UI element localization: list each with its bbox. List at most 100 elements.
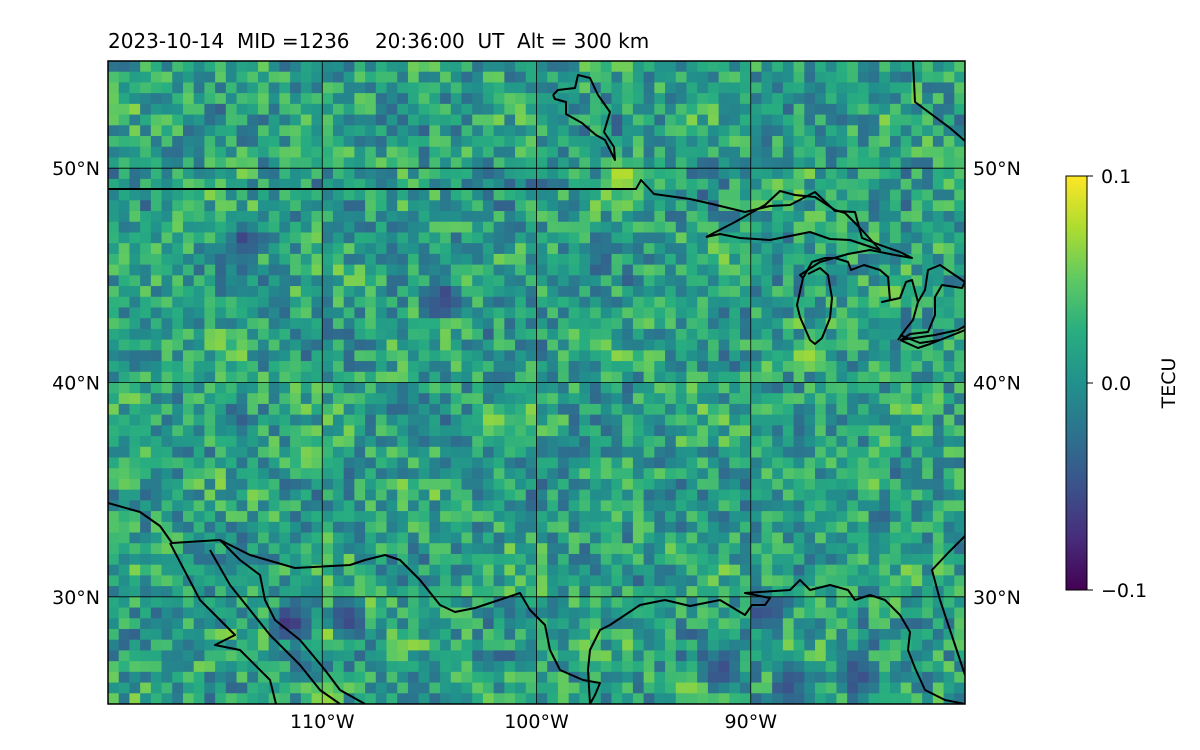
- heatmap-cell: [161, 543, 173, 555]
- heatmap-cell: [761, 543, 773, 555]
- heatmap-cell: [493, 414, 505, 426]
- heatmap-cell: [547, 382, 559, 394]
- heatmap-cell: [161, 682, 173, 694]
- heatmap-cell: [493, 500, 505, 512]
- heatmap-cell: [504, 61, 516, 73]
- heatmap-cell: [450, 575, 463, 587]
- heatmap-cell: [365, 103, 377, 116]
- heatmap-cell: [782, 425, 795, 437]
- heatmap-cell: [440, 275, 452, 287]
- heatmap-cell: [900, 511, 913, 523]
- heatmap-cell: [740, 693, 752, 704]
- heatmap-cell: [782, 350, 795, 362]
- heatmap-cell: [407, 296, 420, 309]
- heatmap-cell: [954, 61, 965, 73]
- heatmap-cell: [525, 607, 538, 619]
- heatmap-cell: [900, 639, 913, 652]
- heatmap-cell: [418, 478, 430, 491]
- heatmap-cell: [129, 189, 141, 201]
- heatmap-cell: [922, 607, 934, 619]
- heatmap-cell: [450, 639, 463, 652]
- heatmap-cell: [290, 661, 302, 673]
- heatmap-cell: [322, 339, 334, 351]
- heatmap-cell: [418, 157, 430, 169]
- heatmap-cell: [268, 350, 280, 362]
- heatmap-cell: [440, 328, 452, 341]
- heatmap-cell: [365, 82, 377, 94]
- heatmap-cell: [461, 661, 473, 673]
- heatmap-cell: [525, 211, 538, 223]
- heatmap-cell: [911, 168, 923, 180]
- heatmap-cell: [825, 243, 838, 255]
- heatmap-cell: [793, 136, 805, 148]
- heatmap-cell: [257, 61, 270, 73]
- heatmap-cell: [675, 286, 688, 298]
- heatmap-cell: [311, 403, 323, 416]
- heatmap-cell: [568, 553, 580, 566]
- heatmap-cell: [740, 264, 752, 276]
- heatmap-cell: [665, 650, 677, 662]
- heatmap-cell: [525, 114, 538, 126]
- heatmap-cell: [461, 468, 473, 480]
- heatmap-cell: [108, 275, 120, 287]
- heatmap-cell: [182, 61, 195, 73]
- heatmap-cell: [515, 661, 527, 673]
- heatmap-cell: [579, 661, 591, 673]
- heatmap-cell: [311, 682, 323, 694]
- heatmap-cell: [204, 232, 216, 244]
- heatmap-cell: [257, 93, 270, 105]
- heatmap-cell: [215, 682, 227, 694]
- heatmap-cell: [504, 521, 516, 534]
- heatmap-cell: [675, 575, 688, 587]
- heatmap-cell: [600, 264, 613, 276]
- heatmap-cell: [932, 168, 945, 180]
- heatmap-cell: [482, 178, 495, 191]
- heatmap-cell: [793, 543, 805, 555]
- heatmap-cell: [193, 253, 206, 266]
- heatmap-cell: [600, 511, 613, 523]
- heatmap-cell: [675, 521, 688, 534]
- heatmap-cell: [225, 446, 238, 459]
- heatmap-cell: [922, 200, 934, 212]
- heatmap-cell: [375, 403, 388, 416]
- heatmap-cell: [279, 103, 291, 116]
- heatmap-cell: [118, 521, 131, 534]
- heatmap-cell: [193, 296, 206, 309]
- heatmap-cell: [365, 586, 377, 598]
- heatmap-cell: [150, 393, 163, 405]
- heatmap-cell: [654, 425, 666, 437]
- heatmap-cell: [825, 500, 838, 512]
- heatmap-cell: [697, 553, 709, 566]
- heatmap-cell: [665, 403, 677, 416]
- heatmap-cell: [857, 318, 870, 330]
- heatmap-cell: [825, 350, 838, 362]
- heatmap-cell: [643, 146, 655, 159]
- heatmap-cell: [772, 264, 784, 276]
- heatmap-cell: [193, 403, 206, 416]
- heatmap-cell: [300, 682, 313, 694]
- heatmap-cell: [472, 232, 484, 244]
- heatmap-cell: [557, 393, 570, 405]
- heatmap-cell: [257, 168, 270, 180]
- heatmap-cell: [236, 639, 248, 652]
- heatmap-cell: [675, 382, 688, 394]
- heatmap-cell: [932, 564, 945, 576]
- heatmap-cell: [740, 489, 752, 501]
- heatmap-cell: [129, 307, 141, 319]
- heatmap-cell: [697, 543, 709, 555]
- heatmap-cell: [365, 682, 377, 694]
- heatmap-cell: [804, 307, 816, 319]
- heatmap-cell: [675, 157, 688, 169]
- heatmap-cell: [343, 586, 355, 598]
- heatmap-cell: [461, 457, 473, 469]
- heatmap-cell: [407, 500, 420, 512]
- heatmap-cell: [772, 382, 784, 394]
- heatmap-cell: [729, 414, 741, 426]
- heatmap-cell: [493, 71, 505, 84]
- heatmap-cell: [182, 693, 195, 704]
- heatmap-cell: [375, 414, 388, 426]
- heatmap-cell: [643, 371, 655, 384]
- heatmap-cell: [397, 125, 409, 137]
- heatmap-cell: [782, 650, 795, 662]
- heatmap-cell: [611, 393, 623, 405]
